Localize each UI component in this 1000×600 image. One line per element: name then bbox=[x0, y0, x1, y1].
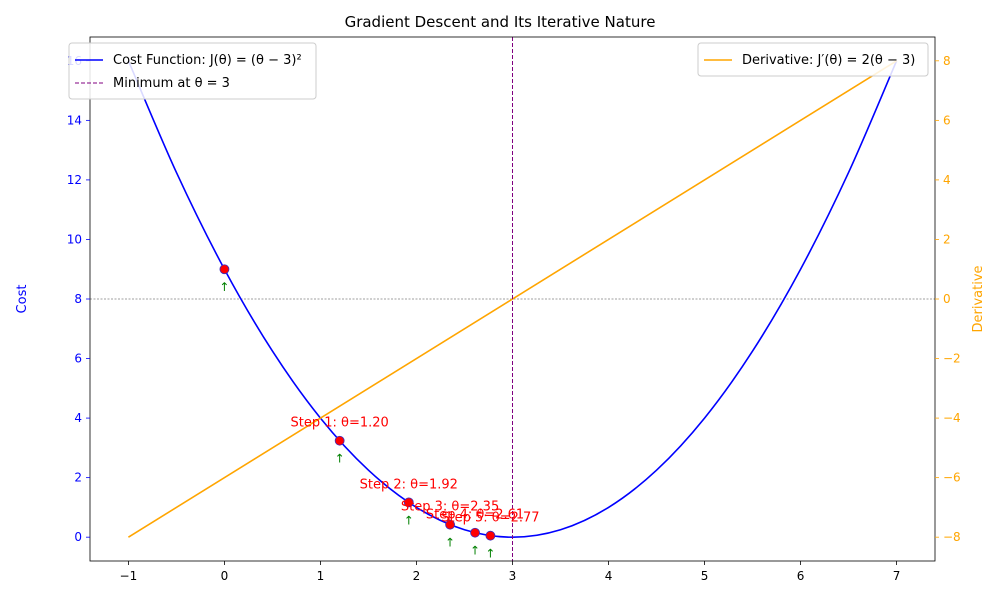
right-tick-label: 2 bbox=[943, 232, 951, 246]
right-tick-label: 6 bbox=[943, 113, 951, 127]
left-tick-label: 8 bbox=[74, 292, 82, 306]
right-tick-label: 8 bbox=[943, 54, 951, 68]
right-axis-label: Derivative bbox=[971, 265, 986, 332]
left-tick-label: 10 bbox=[67, 232, 82, 246]
x-tick-label: 0 bbox=[221, 569, 229, 583]
left-tick-label: 12 bbox=[67, 173, 82, 187]
chart-title: Gradient Descent and Its Iterative Natur… bbox=[345, 13, 656, 31]
step-point-2 bbox=[403, 497, 414, 508]
step-point-1 bbox=[334, 435, 345, 446]
right-tick-label: −2 bbox=[943, 352, 961, 366]
x-tick-label: 4 bbox=[605, 569, 613, 583]
right-tick-label: −6 bbox=[943, 471, 961, 485]
step-label-1: Step 1: θ=1.20 bbox=[291, 416, 389, 431]
step-point-4 bbox=[470, 527, 480, 538]
legend-entry-text: Cost Function: J(θ) = (θ − 3)² bbox=[113, 53, 302, 68]
right-tick-label: 0 bbox=[943, 292, 951, 306]
left-tick-label: 14 bbox=[67, 113, 82, 127]
left-tick-label: 6 bbox=[74, 352, 82, 366]
x-tick-label: 2 bbox=[413, 569, 421, 583]
left-axis-label: Cost bbox=[15, 285, 30, 314]
step-arrow-2: ↑ bbox=[404, 513, 414, 527]
step-label-5: Step 5: θ=2.77 bbox=[441, 511, 539, 526]
step-label-3: Step 3: θ=2.35 bbox=[401, 500, 499, 515]
step-label-2: Step 2: θ=1.92 bbox=[360, 477, 458, 492]
right-tick-label: −8 bbox=[943, 530, 961, 544]
step-point-0 bbox=[219, 264, 230, 275]
step-arrow-5: ↑ bbox=[485, 547, 495, 561]
step-arrow-0: ↑ bbox=[219, 280, 229, 294]
step-point-5 bbox=[485, 530, 496, 541]
step-arrow-1: ↑ bbox=[335, 452, 345, 466]
step-point-3 bbox=[445, 519, 455, 530]
step-label-4: Step 4: θ=2.61 bbox=[426, 508, 524, 523]
legend-box bbox=[697, 42, 929, 77]
legend-box bbox=[68, 42, 317, 100]
step-arrow-4: ↑ bbox=[470, 544, 480, 558]
x-tick-label: 6 bbox=[797, 569, 805, 583]
x-tick-label: 1 bbox=[317, 569, 325, 583]
right-tick-label: 4 bbox=[943, 173, 951, 187]
x-tick-label: 5 bbox=[701, 569, 709, 583]
plot-area: ↑↑Step 1: θ=1.20↑Step 2: θ=1.92↑Step 3: … bbox=[67, 36, 961, 583]
right-tick-label: −4 bbox=[943, 411, 961, 425]
legend-entry-text: Derivative: J′(θ) = 2(θ − 3) bbox=[742, 53, 915, 68]
left-tick-label: 2 bbox=[74, 471, 82, 485]
step-arrow-3: ↑ bbox=[445, 536, 455, 550]
legend-right: Derivative: J′(θ) = 2(θ − 3) bbox=[697, 42, 929, 77]
x-tick-label: −1 bbox=[120, 569, 138, 583]
x-tick-label: 3 bbox=[509, 569, 517, 583]
x-tick-label: 7 bbox=[893, 569, 901, 583]
legend-left: Cost Function: J(θ) = (θ − 3)² Minimum at… bbox=[68, 42, 317, 100]
legend-entry-text: Minimum at θ = 3 bbox=[113, 76, 230, 91]
left-tick-label: 4 bbox=[74, 411, 82, 425]
left-tick-label: 0 bbox=[74, 530, 82, 544]
